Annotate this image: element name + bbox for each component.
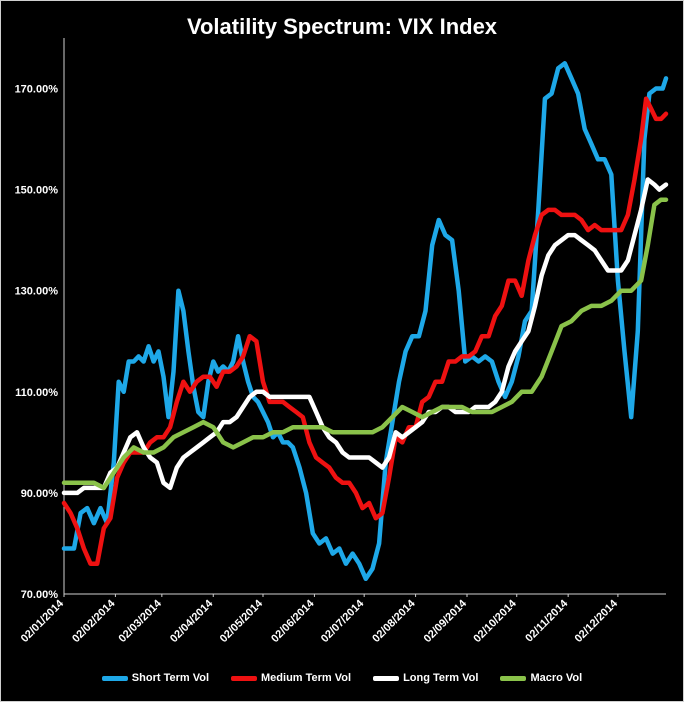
y-tick-label: 70.00%: [21, 589, 59, 601]
legend: Short Term Vol Medium Term Vol Long Term V…: [0, 672, 684, 684]
y-tick-label: 90.00%: [21, 488, 59, 500]
series-line-medium-term-vol: [61, 96, 669, 566]
x-tick-label: 02/08/2014: [370, 597, 418, 645]
x-tick-label: 02/11/2014: [523, 597, 571, 645]
x-tick-label: 02/10/2014: [471, 597, 519, 645]
legend-item: Macro Vol: [500, 672, 582, 684]
legend-label: Long Term Vol: [403, 672, 479, 684]
legend-item: Long Term Vol: [373, 672, 478, 684]
series-line-long-term-vol: [61, 177, 669, 496]
legend-label: Medium Term Vol: [261, 672, 352, 684]
x-tick-label: 02/06/2014: [269, 597, 317, 645]
legend-item: Medium Term Vol: [231, 672, 351, 684]
x-tick-label: 02/09/2014: [422, 597, 470, 645]
y-tick-label: 170.00%: [15, 84, 59, 96]
x-tick-label: 02/04/2014: [168, 597, 216, 645]
legend-swatch: [231, 675, 258, 681]
legend-swatch: [373, 675, 400, 681]
chart-title: Volatility Spectrum: VIX Index: [186, 14, 498, 39]
legend-item: Short Term Vol: [101, 672, 210, 684]
legend-label: Short Term Vol: [131, 672, 210, 684]
x-tick-label: 02/02/2014: [70, 597, 118, 645]
y-tick-label: 150.00%: [15, 185, 59, 197]
labels-layer: 70.00% 90.00% 110.00% 130.00% 150.00% 170.00%…: [15, 84, 621, 646]
series-line-macro-vol: [61, 197, 669, 491]
series-line-short-term-vol: [61, 61, 669, 582]
y-tick-label: 110.00%: [15, 387, 58, 399]
legend-swatch: [500, 675, 527, 681]
x-tick-label: 02/05/2014: [218, 597, 266, 645]
legend-swatch: [101, 675, 128, 681]
y-tick-label: 130.00%: [15, 286, 59, 298]
x-tick-label: 02/07/2014: [319, 597, 367, 645]
legend-label: Macro Vol: [530, 672, 583, 684]
x-tick-label: 02/01/2014: [19, 597, 67, 645]
series-layer: [61, 61, 669, 582]
x-tick-label: 02/12/2014: [573, 597, 621, 645]
x-tick-label: 02/03/2014: [117, 597, 165, 645]
